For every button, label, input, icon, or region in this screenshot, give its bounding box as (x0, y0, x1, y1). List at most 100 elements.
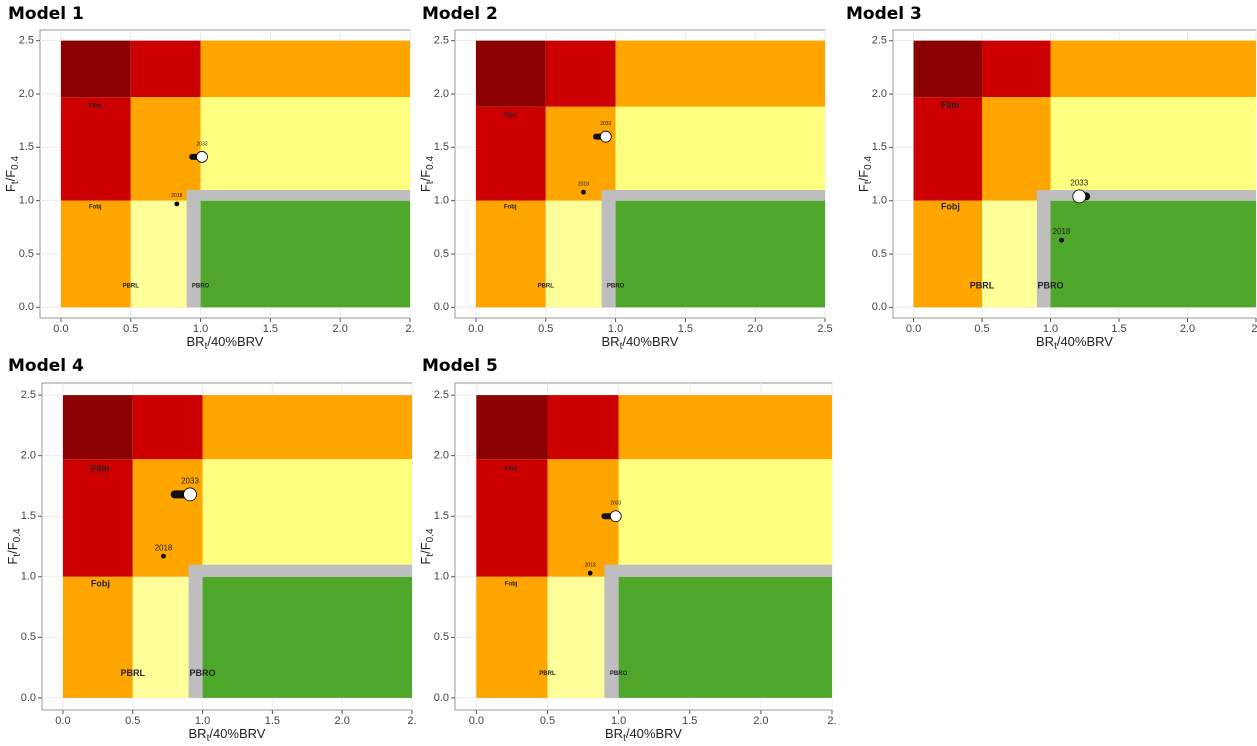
x-tick-label: 0.5 (123, 323, 138, 335)
region (132, 459, 203, 577)
panel-title: Model 1 (8, 4, 84, 24)
panel: Model 3 0.0 0.5 1.0 1.5 2.0 2. 0.0 0.5 1.0 1.5 2.0 2… (846, 4, 1257, 352)
region (545, 106, 616, 201)
y-axis-label-part: 0.4 (10, 155, 21, 169)
region (130, 200, 187, 308)
region (130, 97, 201, 201)
x-tick-label: 1.5 (263, 323, 278, 335)
y-tick-label: 1.0 (19, 195, 34, 207)
y-tick-label: 1.5 (21, 510, 36, 522)
point-label: 2033 (196, 141, 207, 147)
y-tick-label: 2.0 (19, 88, 34, 100)
y-tick-label: 0.0 (872, 301, 887, 313)
x-tick-label: 2. (407, 715, 416, 727)
x-tick-label: 0.5 (540, 715, 555, 727)
y-tick-label: 0.0 (19, 301, 34, 313)
region-label: PBRO (192, 284, 210, 290)
y-axis-label-part: t (10, 181, 21, 184)
x-axis-label: BRt/40%BRV (189, 726, 266, 743)
x-tick-label: 2.0 (748, 323, 763, 335)
region (545, 200, 602, 308)
region (132, 576, 189, 698)
region-label: PBRL (123, 284, 140, 290)
x-tick-label: 0.0 (906, 323, 921, 335)
region (601, 190, 616, 308)
region (615, 40, 825, 107)
x-tick-label: 2.5 (817, 323, 832, 335)
start-point (161, 553, 166, 559)
region (1050, 40, 1256, 98)
y-axis-label: Ft/F0.4 (5, 528, 22, 565)
region-label: Fobj (89, 205, 102, 211)
point-label: 2033 (1070, 179, 1088, 188)
x-axis-label-part: BR (605, 726, 623, 741)
region (60, 40, 131, 98)
point-label: 2018 (155, 543, 173, 552)
panel-title: Model 2 (422, 4, 498, 24)
x-axis-label-part: /40%BRV (207, 334, 263, 349)
x-axis-label: BRt/40%BRV (605, 726, 682, 743)
start-point (581, 189, 586, 195)
x-axis-label-part: BR (189, 726, 207, 741)
region (1050, 97, 1256, 190)
region-label: Flim (505, 467, 517, 473)
x-tick-label: 2. (827, 715, 836, 727)
point-label: 2033 (610, 501, 621, 507)
y-axis-label-part: /F (5, 542, 20, 554)
region (982, 97, 1051, 201)
x-axis-label-part: t (623, 733, 626, 744)
region (60, 97, 131, 201)
x-tick-label: 1.0 (608, 323, 623, 335)
point-label: 2018 (585, 562, 596, 568)
end-point (183, 487, 197, 502)
region (618, 576, 832, 698)
region (200, 97, 410, 190)
region-label: PBRL (121, 668, 146, 678)
end-point (609, 510, 622, 523)
y-axis-label: Ft/F0.4 (418, 155, 435, 192)
x-tick-label: 1.5 (1111, 323, 1126, 335)
x-axis-label-part: /40%BRV (622, 334, 678, 349)
end-point (1072, 189, 1087, 204)
x-axis-label-part: BR (187, 334, 205, 349)
region (547, 395, 619, 460)
x-tick-label: 2.0 (753, 715, 768, 727)
region-label: Flim (91, 463, 110, 473)
region (475, 106, 546, 201)
y-axis-label-part: F (3, 184, 18, 192)
y-axis-label-part: /F (418, 542, 433, 554)
y-axis-label-part: t (425, 181, 436, 184)
x-tick-label: 0.5 (125, 715, 140, 727)
region (476, 576, 548, 698)
region-label: Fobj (504, 205, 517, 211)
region (615, 200, 825, 308)
y-tick-label: 1.0 (21, 571, 36, 583)
region (60, 200, 131, 308)
y-tick-label: 0.5 (19, 248, 34, 260)
x-tick-label: 0.0 (55, 715, 70, 727)
x-axis-label-part: /40%BRV (626, 726, 682, 741)
y-tick-label: 1.0 (434, 571, 449, 583)
panel: Model 5 0.0 0.5 1.0 1.5 2.0 2. 0.0 0.5 1.0 1.5 2.0 2… (418, 356, 836, 744)
y-tick-label: 0.5 (434, 248, 449, 260)
x-tick-label: 0.5 (538, 323, 553, 335)
x-axis-label-part: t (1054, 341, 1057, 352)
y-axis-label-part: F (418, 184, 433, 192)
region (475, 200, 546, 308)
region (982, 40, 1051, 98)
x-tick-label: 0.0 (469, 715, 484, 727)
point-label: 2033 (600, 121, 611, 127)
panel: Model 4 0.0 0.5 1.0 1.5 2.0 2. 0.0 0.5 1.0 1.5 2.0 2… (5, 356, 416, 744)
y-axis-label-part: 0.4 (425, 528, 436, 542)
x-axis-label: BRt/40%BRV (1036, 334, 1113, 351)
x-axis-label: BRt/40%BRV (187, 334, 264, 351)
region-label: PBRO (1038, 280, 1064, 290)
region (200, 190, 410, 201)
x-axis-label-part: t (205, 341, 208, 352)
y-tick-label: 2.0 (434, 450, 449, 462)
region (186, 190, 201, 308)
region (604, 564, 619, 698)
x-tick-label: 1.0 (611, 715, 626, 727)
y-axis-label-part: t (863, 181, 874, 184)
